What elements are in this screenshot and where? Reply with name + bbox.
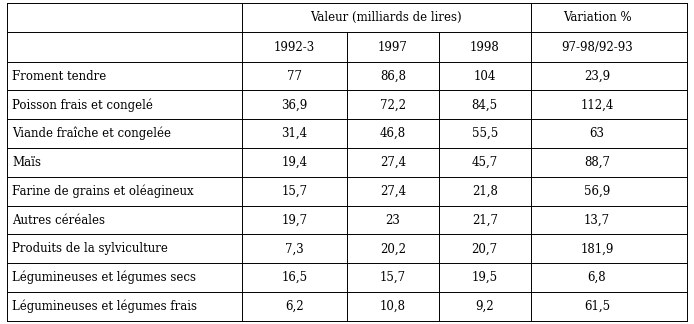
- Text: Farine de grains et oléagineux: Farine de grains et oléagineux: [12, 184, 194, 198]
- Text: 45,7: 45,7: [472, 156, 498, 169]
- Text: 86,8: 86,8: [380, 70, 406, 83]
- Text: 21,7: 21,7: [472, 214, 498, 226]
- Text: 112,4: 112,4: [580, 98, 613, 111]
- Text: 23,9: 23,9: [584, 70, 610, 83]
- Text: 10,8: 10,8: [380, 300, 406, 313]
- Text: 7,3: 7,3: [285, 242, 304, 255]
- Text: 181,9: 181,9: [580, 242, 613, 255]
- Text: 1997: 1997: [378, 40, 408, 53]
- Text: Variation %: Variation %: [563, 11, 632, 24]
- Text: 1998: 1998: [470, 40, 500, 53]
- Text: 15,7: 15,7: [380, 271, 406, 284]
- Text: 15,7: 15,7: [281, 185, 307, 198]
- Text: 20,2: 20,2: [380, 242, 406, 255]
- Text: 56,9: 56,9: [584, 185, 610, 198]
- Text: 31,4: 31,4: [281, 127, 307, 140]
- Text: 36,9: 36,9: [281, 98, 307, 111]
- Text: 27,4: 27,4: [380, 156, 406, 169]
- Text: 72,2: 72,2: [380, 98, 406, 111]
- Text: Valeur (milliards de lires): Valeur (milliards de lires): [310, 11, 462, 24]
- Text: 104: 104: [473, 70, 496, 83]
- Text: 13,7: 13,7: [584, 214, 610, 226]
- Text: 1992-3: 1992-3: [273, 40, 315, 53]
- Text: Poisson frais et congelé: Poisson frais et congelé: [12, 98, 153, 111]
- Text: 16,5: 16,5: [281, 271, 307, 284]
- Text: Autres céréales: Autres céréales: [12, 214, 105, 226]
- Text: 23: 23: [385, 214, 400, 226]
- Text: Maïs: Maïs: [12, 156, 42, 169]
- Text: 27,4: 27,4: [380, 185, 406, 198]
- Text: Légumineuses et légumes secs: Légumineuses et légumes secs: [12, 271, 196, 284]
- Text: 9,2: 9,2: [475, 300, 494, 313]
- Text: 19,4: 19,4: [281, 156, 307, 169]
- Text: Froment tendre: Froment tendre: [12, 70, 107, 83]
- Text: Viande fraîche et congelée: Viande fraîche et congelée: [12, 127, 171, 140]
- Text: 19,5: 19,5: [472, 271, 498, 284]
- Text: 63: 63: [589, 127, 604, 140]
- Text: 84,5: 84,5: [472, 98, 498, 111]
- Text: 46,8: 46,8: [380, 127, 406, 140]
- Text: 6,2: 6,2: [285, 300, 303, 313]
- Text: Légumineuses et légumes frais: Légumineuses et légumes frais: [12, 300, 197, 313]
- Text: 21,8: 21,8: [472, 185, 498, 198]
- Text: 20,7: 20,7: [472, 242, 498, 255]
- Text: 55,5: 55,5: [472, 127, 498, 140]
- Text: 88,7: 88,7: [584, 156, 610, 169]
- Text: 6,8: 6,8: [588, 271, 607, 284]
- Text: 19,7: 19,7: [281, 214, 307, 226]
- Text: Produits de la sylviculture: Produits de la sylviculture: [12, 242, 168, 255]
- Text: 77: 77: [287, 70, 302, 83]
- Text: 61,5: 61,5: [584, 300, 610, 313]
- Text: 97-98/92-93: 97-98/92-93: [561, 40, 633, 53]
